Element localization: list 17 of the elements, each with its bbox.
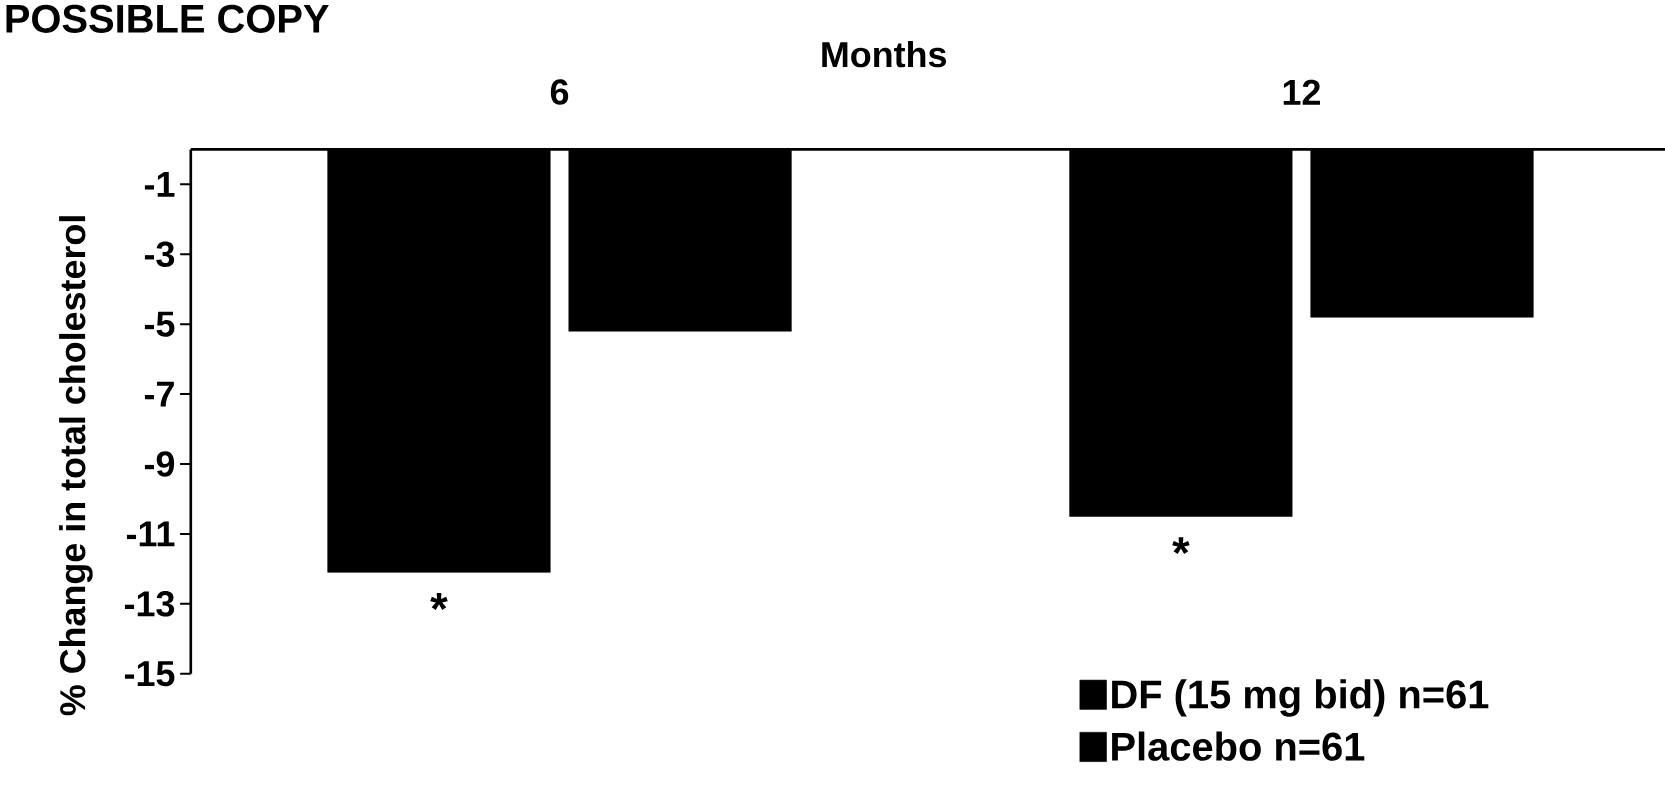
y-tick-label: -3 [144,241,175,267]
y-tick-label: -1 [144,171,175,197]
legend-label: DF (15 mg bid) n=61 [1112,679,1489,717]
y-tick-label: -11 [126,521,175,547]
y-axis-title: % Change in total cholesterol [59,216,93,716]
y-tick-label: -9 [144,451,175,477]
y-tick-label: -5 [144,311,175,337]
annotation: * [430,592,448,610]
legend-label: Placebo n=61 [1112,731,1365,761]
y-tick-label: -13 [124,591,175,617]
x-axis-title: Months [822,40,946,68]
y-tick-label: -15 [124,661,175,687]
y-tick-label: -7 [144,381,174,407]
x-tick-label: 12 [1283,79,1320,105]
annotation: * [1172,537,1190,554]
x-tick-label: 6 [550,79,569,105]
text: POSSIBLE COPY [6,4,329,33]
